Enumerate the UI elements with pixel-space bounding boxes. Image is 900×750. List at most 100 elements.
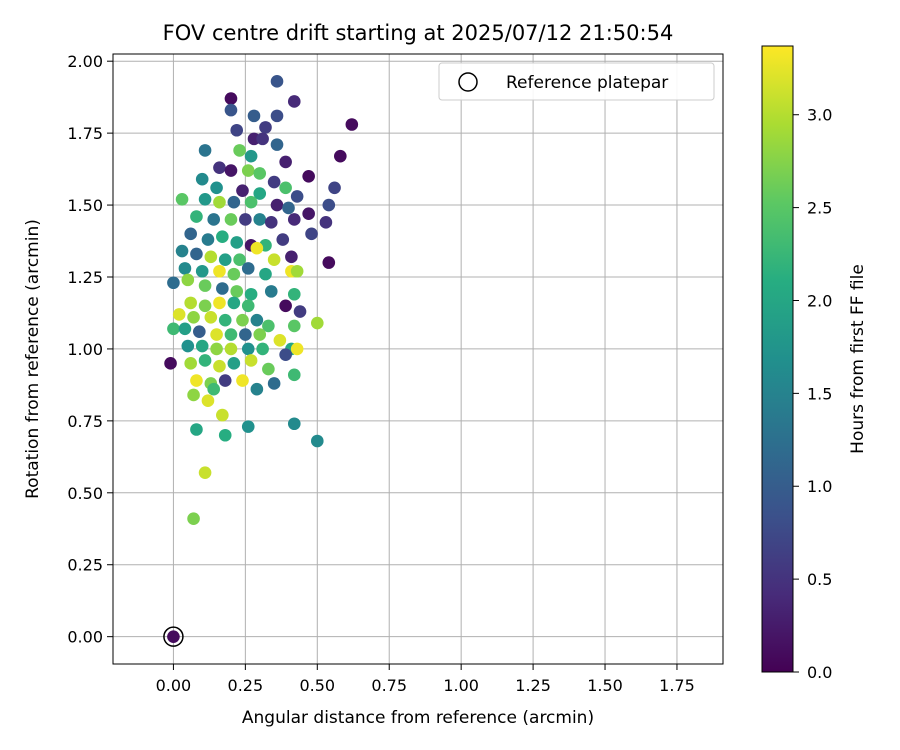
data-point	[184, 227, 197, 241]
data-point	[241, 299, 255, 313]
data-point	[224, 213, 238, 226]
data-point	[279, 155, 292, 169]
data-point	[216, 230, 229, 244]
data-point	[290, 342, 304, 356]
data-point	[287, 213, 301, 226]
data-point	[302, 169, 315, 183]
y-tick-label: 0.75	[67, 412, 103, 431]
x-tick-label: 0.00	[156, 676, 192, 695]
data-point	[310, 316, 324, 330]
data-point	[216, 282, 229, 295]
reference-marker	[163, 626, 184, 647]
data-point	[187, 310, 200, 324]
x-tick-label: 0.25	[228, 676, 264, 695]
colorbar-tick-label: 3.0	[807, 106, 832, 125]
data-point	[273, 333, 287, 347]
data-point	[290, 190, 304, 203]
data-point	[190, 423, 203, 436]
data-point	[213, 195, 226, 209]
data-point	[302, 207, 315, 220]
data-point	[201, 233, 215, 246]
data-point	[267, 253, 281, 267]
data-point	[213, 264, 226, 278]
data-point	[230, 285, 244, 298]
data-point	[241, 262, 255, 275]
data-point	[224, 103, 238, 117]
data-point	[218, 428, 232, 442]
x-axis-ticks: 0.00 0.25 0.50 0.75 1.00 1.25 1.50 1.75	[156, 664, 695, 695]
data-point	[224, 328, 238, 341]
data-point	[198, 279, 212, 292]
data-point	[210, 181, 223, 195]
colorbar-tick-label: 2.5	[807, 199, 832, 218]
data-point	[213, 161, 226, 174]
data-point	[181, 339, 195, 353]
data-point	[239, 328, 252, 341]
data-point	[262, 319, 275, 333]
x-tick-label: 0.75	[371, 676, 407, 695]
data-point	[167, 276, 180, 290]
colorbar-label: Hours from first FF file	[848, 264, 868, 454]
data-point	[256, 342, 269, 356]
data-point	[293, 305, 307, 318]
data-point	[190, 210, 203, 223]
data-point	[224, 92, 238, 105]
x-axis-label: Angular distance from reference (arcmin)	[242, 708, 594, 728]
data-point	[276, 233, 290, 246]
data-point	[236, 313, 249, 327]
data-point	[241, 342, 255, 356]
data-point	[270, 138, 284, 151]
data-point	[250, 241, 264, 255]
x-tick-label: 1.75	[659, 676, 695, 695]
data-point	[259, 121, 272, 134]
data-point	[322, 256, 336, 269]
data-point	[204, 250, 218, 264]
data-point	[244, 354, 258, 367]
data-point	[279, 348, 292, 361]
x-tick-label: 0.50	[299, 676, 335, 695]
data-point	[247, 109, 261, 123]
data-point	[175, 193, 189, 206]
scatter-points	[164, 75, 359, 643]
data-point	[244, 287, 258, 301]
colorbar-ticks: 0.0 0.5 1.0 1.5 2.0 2.5 3.0	[793, 106, 832, 682]
data-point	[244, 195, 258, 209]
data-point	[256, 132, 269, 146]
data-point	[267, 377, 281, 390]
data-point	[218, 253, 232, 267]
data-point	[262, 362, 275, 376]
data-point	[334, 149, 347, 163]
data-point	[267, 175, 281, 189]
data-point	[213, 296, 226, 310]
y-axis-label: Rotation from reference (arcmin)	[23, 219, 43, 499]
data-point	[172, 308, 186, 321]
data-point	[241, 164, 255, 177]
plot-frame	[112, 53, 724, 665]
data-point	[184, 296, 197, 310]
data-point	[207, 213, 221, 226]
data-point	[264, 285, 278, 298]
data-point	[270, 109, 284, 123]
data-point	[218, 374, 232, 387]
data-point	[270, 75, 284, 88]
data-point	[198, 466, 212, 479]
colorbar-frame	[761, 45, 794, 673]
y-tick-label: 1.00	[67, 340, 103, 359]
data-point	[213, 359, 226, 373]
data-point	[250, 382, 264, 396]
data-point	[287, 95, 301, 108]
y-tick-label: 0.50	[67, 484, 103, 503]
data-point	[195, 172, 209, 186]
y-tick-label: 1.75	[67, 124, 103, 143]
data-point	[345, 118, 359, 131]
data-point	[270, 198, 284, 212]
data-point	[319, 216, 333, 229]
data-point	[227, 296, 241, 310]
data-point	[310, 434, 324, 448]
data-point	[195, 264, 209, 278]
data-point	[230, 123, 244, 137]
data-point	[236, 184, 249, 197]
data-point	[218, 313, 232, 327]
data-point	[224, 164, 238, 177]
